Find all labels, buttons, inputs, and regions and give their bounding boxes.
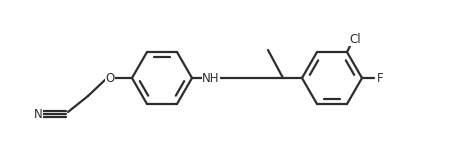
- Text: Cl: Cl: [349, 33, 361, 46]
- Text: F: F: [377, 71, 383, 84]
- Text: NH: NH: [202, 71, 220, 84]
- Text: N: N: [34, 108, 43, 120]
- Text: O: O: [106, 71, 115, 84]
